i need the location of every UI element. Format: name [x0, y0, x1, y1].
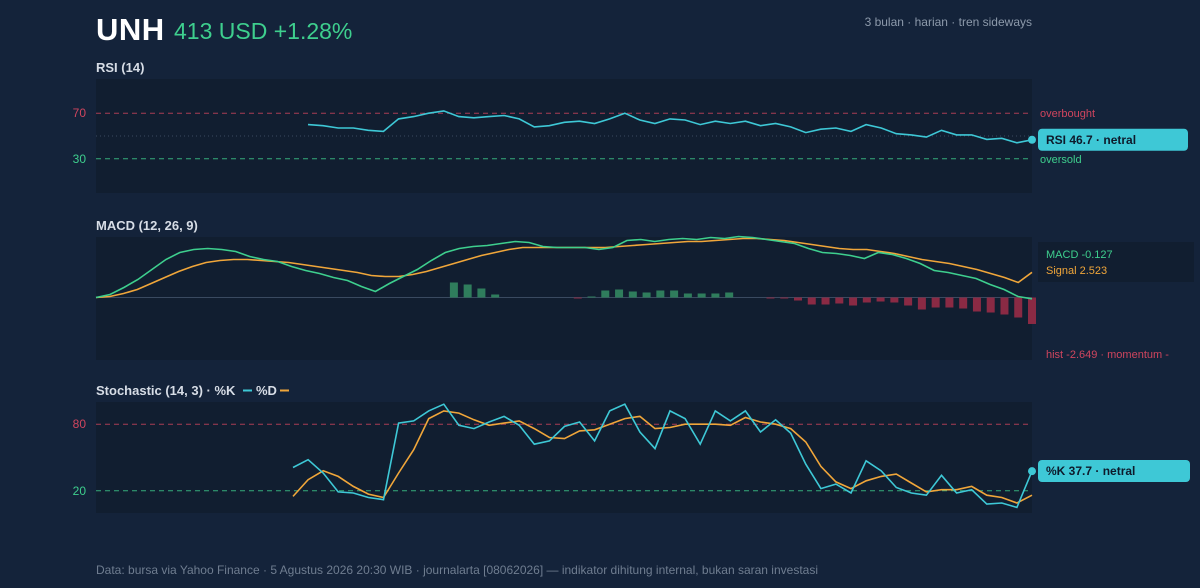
macd-hist-bar — [601, 290, 610, 298]
macd-hist-bar — [656, 290, 665, 298]
macd-hist-bar — [670, 290, 679, 298]
macd-hist-bar — [587, 296, 596, 298]
rsi-oversold-label: oversold — [1040, 154, 1082, 166]
macd-hist-bar — [972, 297, 981, 312]
macd-legend-macd: MACD -0.127 — [1046, 249, 1113, 261]
macd-hist-bar — [491, 294, 500, 298]
macd-hist-bar — [794, 297, 802, 301]
macd-hist-bar — [890, 297, 899, 303]
macd-hist-bar — [945, 297, 954, 308]
macd-hist-bar — [807, 297, 816, 305]
macd-hist-bar — [697, 293, 706, 298]
macd-hist-bar — [642, 292, 651, 298]
stoch-callout-bg — [1038, 460, 1190, 482]
macd-hist-bar — [917, 297, 926, 310]
macd-hist-bar — [904, 297, 913, 306]
stoch-legend-d: %D — [256, 383, 277, 398]
macd-hist-bar — [573, 297, 582, 299]
rsi-ytick-70: 70 — [73, 106, 87, 120]
macd-histogram — [449, 282, 1036, 324]
stoch-ytick-20: 20 — [73, 484, 87, 498]
macd-hist-bar — [1028, 297, 1036, 324]
rsi-overbought-label: overbought — [1040, 108, 1095, 120]
macd-title: MACD (12, 26, 9) — [96, 218, 198, 233]
macd-hist-bar — [876, 297, 885, 302]
rsi-ytick-30: 30 — [73, 152, 87, 166]
rsi-callout: RSI 46.7 · netral — [1046, 133, 1136, 147]
ticker-symbol: UNH — [96, 12, 165, 47]
macd-hist-bar — [986, 297, 995, 313]
macd-hist-bar — [449, 282, 458, 298]
macd-hist-bar — [628, 291, 637, 298]
macd-hist-bar — [683, 293, 692, 298]
price-change: 413 USD +1.28% — [174, 18, 353, 44]
macd-hist-bar — [821, 297, 830, 305]
macd-legend-signal: Signal 2.523 — [1046, 265, 1107, 277]
rsi-callout-bg — [1038, 128, 1188, 151]
macd-hist-bar — [725, 292, 734, 298]
macd-hist-bar — [463, 284, 472, 298]
macd-hist-label: hist -2.649 · momentum - — [1046, 349, 1169, 361]
rsi-title: RSI (14) — [96, 60, 144, 75]
rsi-last-point — [1028, 135, 1036, 144]
stoch-k-line — [292, 403, 1033, 509]
chart-subtitle: 3 bulan · harian · tren sideways — [864, 15, 1032, 29]
stoch-callout: %K 37.7 · netral — [1046, 464, 1135, 478]
macd-hist-bar — [835, 297, 844, 304]
footer-source: Data: bursa via Yahoo Finance · 5 Agustu… — [96, 563, 818, 577]
stoch-title: Stochastic (14, 3) · %K — [96, 383, 236, 398]
rsi-line — [307, 110, 1033, 144]
macd-hist-bar — [766, 297, 775, 299]
macd-hist-bar — [615, 289, 624, 298]
macd-hist-bar — [1014, 297, 1023, 318]
stoch-last-point — [1028, 467, 1036, 476]
macd-hist-bar — [780, 297, 789, 299]
macd-hist-bar — [711, 293, 720, 298]
stoch-ytick-80: 80 — [73, 417, 87, 431]
macd-hist-bar — [1000, 297, 1009, 315]
macd-line — [95, 235, 1033, 300]
macd-hist-bar — [477, 288, 486, 298]
macd-hist-bar — [959, 297, 968, 309]
stoch-panel — [96, 402, 1032, 513]
macd-hist-bar — [849, 297, 858, 306]
macd-hist-bar — [862, 297, 871, 303]
macd-legend-box — [1038, 242, 1194, 282]
macd-hist-bar — [931, 297, 940, 308]
